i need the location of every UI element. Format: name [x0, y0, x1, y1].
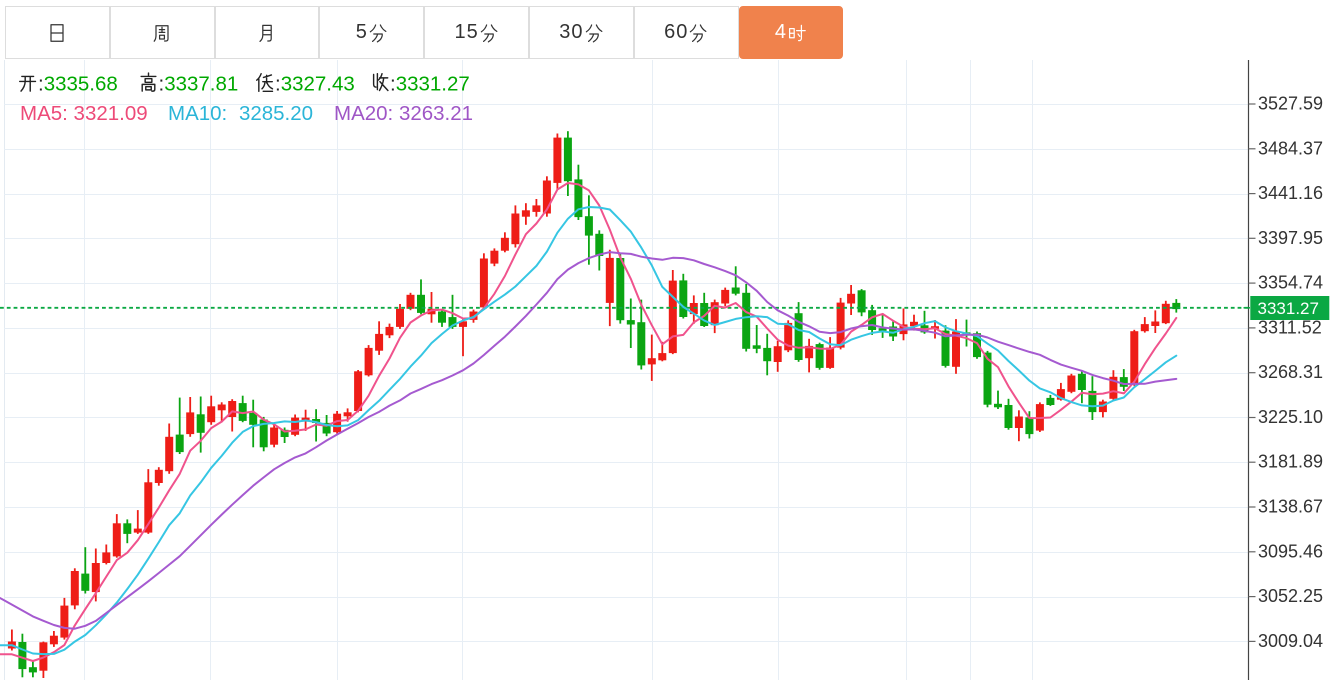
svg-text:3095.46: 3095.46	[1258, 541, 1323, 561]
svg-text:3331.27: 3331.27	[1258, 299, 1319, 318]
svg-text:3052.25: 3052.25	[1258, 586, 1323, 606]
svg-text:3527.59: 3527.59	[1258, 94, 1323, 114]
svg-text:3441.16: 3441.16	[1258, 183, 1323, 203]
svg-text:3225.10: 3225.10	[1258, 407, 1323, 427]
svg-text:3397.95: 3397.95	[1258, 228, 1323, 248]
svg-text:3181.89: 3181.89	[1258, 452, 1323, 472]
svg-text:3354.74: 3354.74	[1258, 273, 1323, 293]
svg-text:3311.52: 3311.52	[1258, 317, 1322, 337]
svg-text:3138.67: 3138.67	[1258, 497, 1323, 517]
svg-text:3009.04: 3009.04	[1258, 631, 1323, 651]
svg-text:3268.31: 3268.31	[1258, 362, 1323, 382]
svg-text:3484.37: 3484.37	[1258, 138, 1323, 158]
